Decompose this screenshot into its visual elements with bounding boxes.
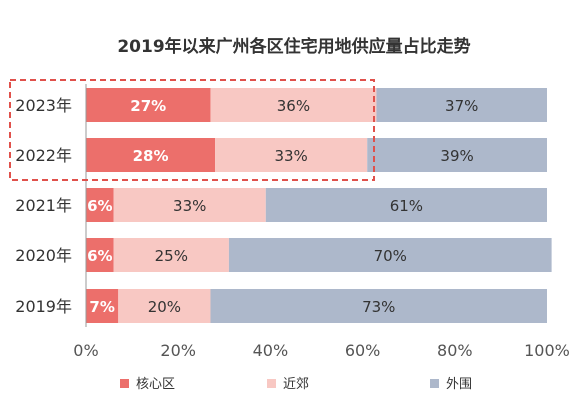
bar-segment-2022-s0 <box>86 138 216 172</box>
data-label-2022-s0: 28% <box>133 147 169 165</box>
x-tick-label-40: 40% <box>253 341 289 360</box>
data-label-2021-s1: 33% <box>173 197 206 215</box>
data-label-2021-s2: 61% <box>390 197 423 215</box>
category-label-2019: 2019年 <box>15 297 72 316</box>
legend-swatch-s2 <box>430 379 439 388</box>
data-label-2021-s0: 6% <box>87 197 112 215</box>
data-label-2022-s2: 39% <box>440 147 473 165</box>
bar-segment-2022-s1 <box>215 138 368 172</box>
data-label-2019-s1: 20% <box>148 298 181 316</box>
legend-swatch-s0 <box>120 379 129 388</box>
data-label-2019-s0: 7% <box>89 298 114 316</box>
bar-segment-2021-s0 <box>86 188 114 222</box>
category-label-2020: 2020年 <box>15 246 72 265</box>
legend-label-s1: 近郊 <box>283 376 309 392</box>
bar-segment-2022-s2 <box>367 138 547 172</box>
bar-segment-2020-s2 <box>228 238 552 272</box>
data-label-2023-s2: 37% <box>445 97 478 115</box>
bar-segment-2020-s0 <box>86 238 114 272</box>
bar-segment-2023-s0 <box>86 88 211 122</box>
data-label-2020-s0: 6% <box>87 247 112 265</box>
bar-segment-2023-s1 <box>210 88 377 122</box>
highlight-box <box>9 79 375 181</box>
legend-label-s2: 外围 <box>446 377 472 392</box>
data-label-2022-s1: 33% <box>274 147 307 165</box>
x-tick-label-100: 100% <box>524 341 570 360</box>
bar-segment-2023-s2 <box>376 88 547 122</box>
category-label-2022: 2022年 <box>15 146 72 165</box>
legend-label-s0: 核心区 <box>136 377 175 392</box>
category-label-2023: 2023年 <box>15 96 72 115</box>
bar-segment-2020-s1 <box>113 238 229 272</box>
chart-title: 2019年以来广州各区住宅用地供应量占比走势 <box>117 36 470 57</box>
x-tick-label-0: 0% <box>73 341 98 360</box>
legend: 核心区 近郊 外围 <box>120 376 472 392</box>
bar-segment-2021-s1 <box>113 188 266 222</box>
bar-segment-2021-s2 <box>265 188 547 222</box>
x-tick-label-60: 60% <box>345 341 381 360</box>
legend-swatch-s1 <box>267 379 276 388</box>
bar-segment-2019-s1 <box>118 289 211 323</box>
plot-area: 2023年 27% 36% 37% 2022年 28% 33% 39% 2021年 6% 33% 61… <box>9 79 552 327</box>
category-label-2021: 2021年 <box>15 196 72 215</box>
bar-segment-2019-s0 <box>86 289 119 323</box>
data-label-2020-s2: 70% <box>374 247 407 265</box>
data-label-2023-s0: 27% <box>130 97 166 115</box>
data-label-2019-s2: 73% <box>362 298 395 316</box>
x-axis: 0% 20% 40% 60% 80% 100% <box>73 341 570 360</box>
x-tick-label-20: 20% <box>160 341 196 360</box>
x-tick-label-80: 80% <box>437 341 473 360</box>
data-label-2020-s1: 25% <box>155 247 188 265</box>
bar-segment-2019-s2 <box>210 289 547 323</box>
data-label-2023-s1: 36% <box>277 97 310 115</box>
